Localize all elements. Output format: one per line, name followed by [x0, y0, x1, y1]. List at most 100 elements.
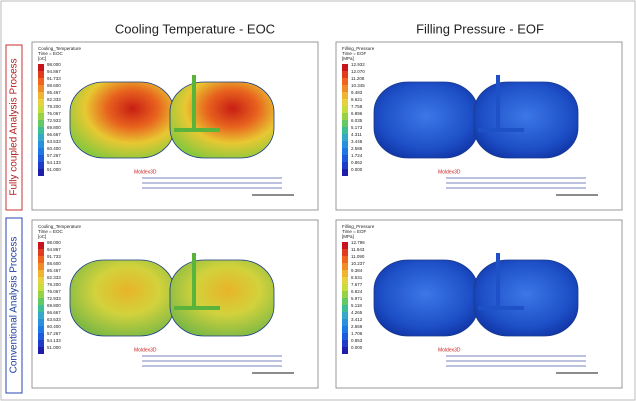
column-header: Filling Pressure - EOF	[416, 21, 544, 36]
legend-swatch	[38, 92, 44, 99]
legend-label: 63.533	[47, 139, 61, 144]
legend-swatch	[38, 106, 44, 113]
figure: Cooling Temperature - EOC Filling Pressu…	[0, 0, 636, 401]
sprue	[496, 75, 500, 130]
legend-swatch	[38, 134, 44, 141]
legend-swatch	[342, 99, 348, 106]
molded-part	[170, 260, 274, 336]
unit-label: [oC]	[38, 56, 46, 61]
legend-swatch	[38, 263, 44, 270]
legend-label: 91.733	[47, 254, 61, 259]
legend-label: 88.600	[47, 261, 61, 266]
legend-swatch	[342, 242, 348, 249]
legend-swatch	[38, 78, 44, 85]
legend-label: 1.706	[351, 331, 363, 336]
legend-swatch	[342, 148, 348, 155]
legend-swatch	[38, 312, 44, 319]
legend-label: 60.400	[47, 146, 61, 151]
legend-label: 12.796	[351, 240, 365, 245]
legend-swatch	[38, 148, 44, 155]
legend-label: 72.933	[47, 118, 61, 123]
legend-label: 3.412	[351, 317, 363, 322]
legend-swatch	[38, 85, 44, 92]
molded-part	[70, 82, 174, 158]
legend-swatch	[342, 312, 348, 319]
unit-label: [oC]	[38, 234, 46, 239]
legend-label: 2.559	[351, 324, 363, 329]
legend-swatch	[342, 347, 348, 354]
legend-label: 98.000	[47, 240, 61, 245]
legend-swatch	[38, 99, 44, 106]
legend-label: 1.724	[351, 153, 363, 158]
legend-swatch	[38, 326, 44, 333]
legend-label: 51.000	[47, 167, 61, 172]
legend-swatch	[342, 291, 348, 298]
legend-swatch	[38, 71, 44, 78]
legend-label: 5.971	[351, 296, 363, 301]
legend-label: 0.853	[351, 338, 363, 343]
legend-label: 82.333	[47, 97, 61, 102]
legend-label: 72.933	[47, 296, 61, 301]
legend-label: 2.586	[351, 146, 363, 151]
runner	[478, 128, 524, 132]
molded-part	[70, 260, 174, 336]
legend-swatch	[38, 347, 44, 354]
legend-swatch	[38, 284, 44, 291]
legend-label: 0.862	[351, 160, 363, 165]
legend-swatch	[38, 113, 44, 120]
legend-swatch	[38, 333, 44, 340]
legend-swatch	[342, 85, 348, 92]
legend-swatch	[342, 113, 348, 120]
legend-label: 91.733	[47, 76, 61, 81]
legend-label: 6.824	[351, 289, 363, 294]
legend-swatch	[342, 256, 348, 263]
legend-label: 57.267	[47, 331, 61, 336]
legend-label: 5.118	[351, 303, 362, 308]
legend-swatch	[38, 305, 44, 312]
sprue	[192, 253, 196, 308]
legend-swatch	[342, 127, 348, 134]
legend-label: 6.035	[351, 118, 363, 123]
legend-swatch	[38, 169, 44, 176]
legend-label: 9.483	[351, 90, 363, 95]
legend-label: 12.932	[351, 62, 365, 67]
unit-label: [MPa]	[342, 56, 354, 61]
legend-swatch	[38, 64, 44, 71]
legend-swatch	[342, 120, 348, 127]
legend-swatch	[342, 162, 348, 169]
software-label: Moldex3D	[438, 169, 461, 175]
legend-label: 6.896	[351, 111, 363, 116]
legend-label: 79.200	[47, 282, 61, 287]
legend-label: 4.265	[351, 310, 363, 315]
legend-label: 79.200	[47, 104, 61, 109]
molded-part	[170, 82, 274, 158]
legend-label: 76.067	[47, 111, 61, 116]
legend-label: 12.070	[351, 69, 365, 74]
legend-swatch	[342, 71, 348, 78]
row-label: Fully coupled Analysis Process	[9, 58, 20, 195]
legend-label: 94.867	[47, 69, 61, 74]
legend-label: 7.677	[351, 282, 363, 287]
legend-swatch	[38, 162, 44, 169]
legend-label: 60.400	[47, 324, 61, 329]
legend-label: 54.133	[47, 338, 61, 343]
legend-swatch	[38, 127, 44, 134]
sprue	[496, 253, 500, 308]
legend-label: 11.208	[351, 76, 365, 81]
legend-label: 51.000	[47, 345, 61, 350]
legend-label: 66.667	[47, 310, 61, 315]
legend-label: 0.000	[351, 167, 363, 172]
legend-label: 85.467	[47, 90, 61, 95]
legend-swatch	[342, 263, 348, 270]
legend-swatch	[342, 319, 348, 326]
legend-label: 9.384	[351, 268, 363, 273]
legend-label: 8.621	[351, 97, 363, 102]
legend-swatch	[38, 291, 44, 298]
legend-swatch	[342, 284, 348, 291]
legend-swatch	[342, 326, 348, 333]
software-label: Moldex3D	[134, 169, 157, 175]
legend-label: 5.173	[351, 125, 363, 130]
legend-swatch	[342, 92, 348, 99]
sprue	[192, 75, 196, 130]
legend-swatch	[342, 134, 348, 141]
